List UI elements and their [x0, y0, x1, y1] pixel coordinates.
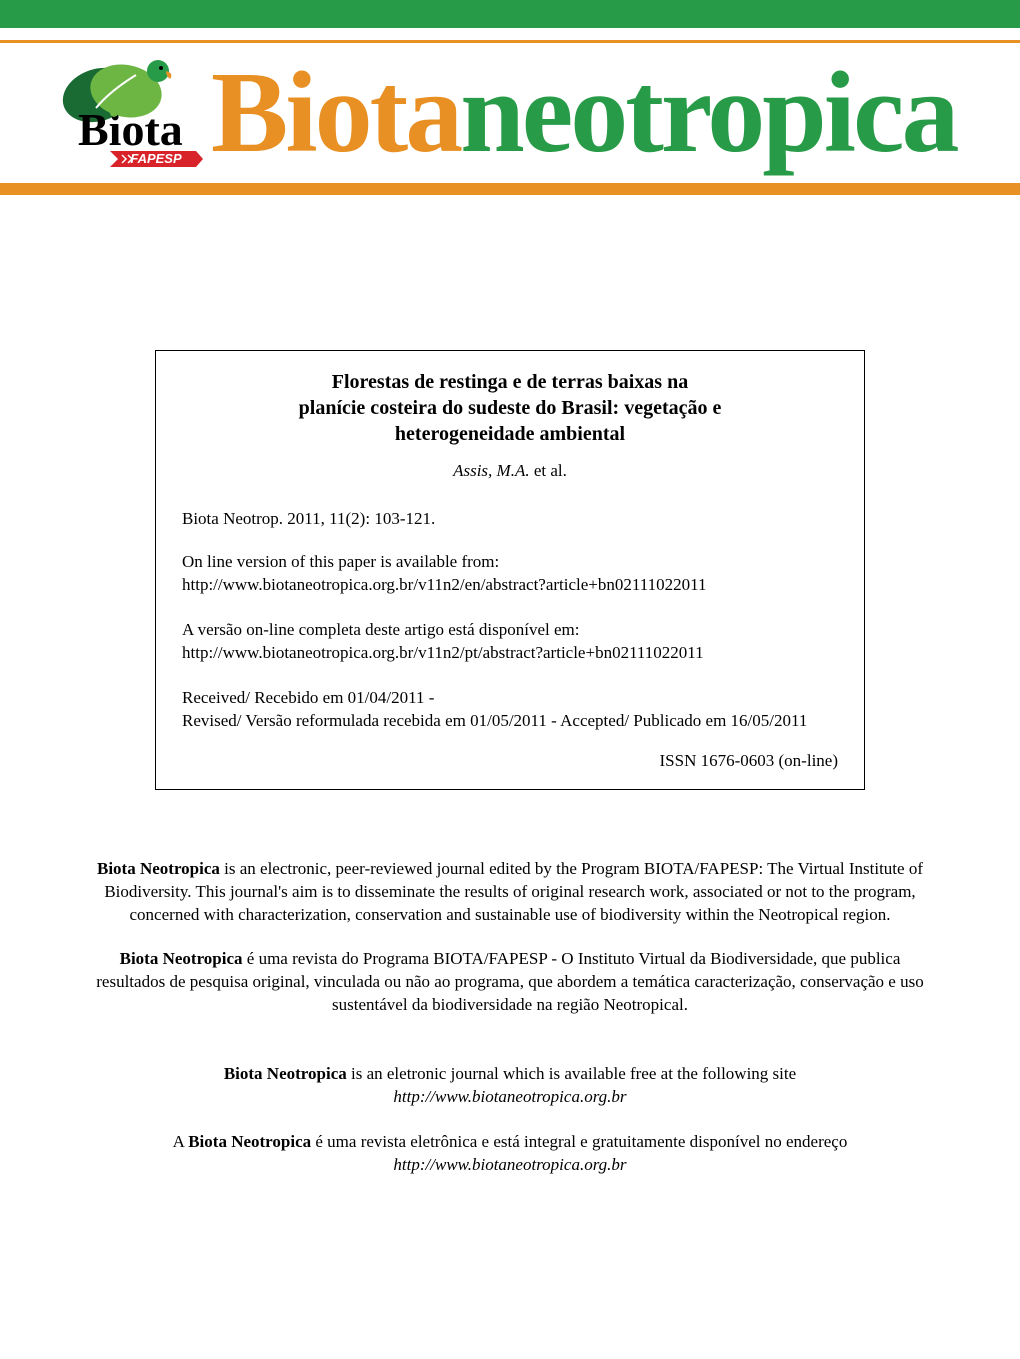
description-pt: Biota Neotropica é uma revista do Progra…: [85, 948, 935, 1017]
issn-label: ISSN 1676-0603 (on-line): [182, 751, 838, 771]
top-green-bar: [0, 0, 1020, 28]
journal-wordmark: Biotaneotropica: [211, 55, 956, 171]
article-citation: Biota Neotrop. 2011, 11(2): 103-121.: [182, 509, 838, 529]
article-authors: Assis, M.A. et al.: [182, 461, 838, 481]
online-version-en: On line version of this paper is availab…: [182, 551, 838, 597]
logo-section: Biota FAPESP Biotaneotropica: [0, 43, 1020, 183]
article-info-box: Florestas de restinga e de terras baixas…: [155, 350, 865, 790]
journal-url[interactable]: http://www.biotaneotropica.org.br: [393, 1087, 626, 1106]
availability-en: Biota Neotropica is an eletronic journal…: [85, 1063, 935, 1109]
article-url-pt[interactable]: http://www.biotaneotropica.org.br/v11n2/…: [182, 643, 704, 662]
header-orange-line-bottom: [0, 183, 1020, 195]
content-area: Florestas de restinga e de terras baixas…: [0, 195, 1020, 1177]
article-title: Florestas de restinga e de terras baixas…: [242, 369, 778, 447]
biota-logo-text: Biota: [78, 104, 183, 155]
availability-pt: A Biota Neotropica é uma revista eletrôn…: [85, 1131, 935, 1177]
fapesp-label: FAPESP: [130, 151, 182, 166]
biota-program-logo: Biota FAPESP: [48, 53, 203, 173]
journal-url-pt[interactable]: http://www.biotaneotropica.org.br: [393, 1155, 626, 1174]
journal-description: Biota Neotropica is an electronic, peer-…: [80, 858, 940, 1177]
online-version-pt: A versão on-line completa deste artigo e…: [182, 619, 838, 665]
article-url-en[interactable]: http://www.biotaneotropica.org.br/v11n2/…: [182, 575, 707, 594]
description-en: Biota Neotropica is an electronic, peer-…: [85, 858, 935, 927]
header-gap: [0, 28, 1020, 40]
article-dates: Received/ Recebido em 01/04/2011 - Revis…: [182, 687, 838, 733]
wordmark-neotropica: neotropica: [460, 55, 956, 171]
wordmark-biota: Biota: [211, 55, 460, 171]
